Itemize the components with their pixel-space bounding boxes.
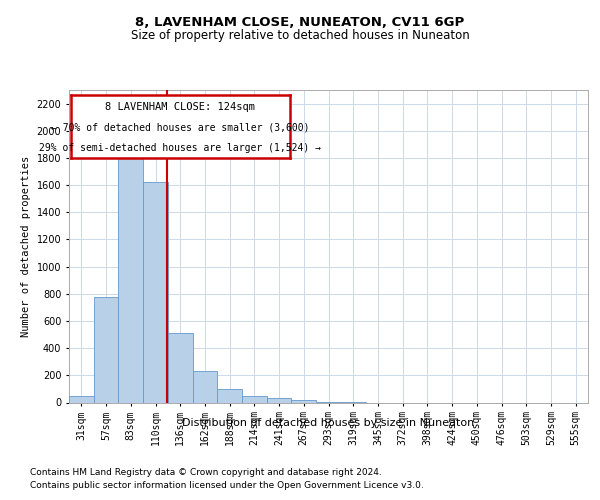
Text: 8 LAVENHAM CLOSE: 124sqm: 8 LAVENHAM CLOSE: 124sqm — [106, 102, 256, 113]
Text: 8, LAVENHAM CLOSE, NUNEATON, CV11 6GP: 8, LAVENHAM CLOSE, NUNEATON, CV11 6GP — [136, 16, 464, 29]
Bar — [168, 333, 193, 402]
Bar — [94, 296, 118, 403]
Text: Contains HM Land Registry data © Crown copyright and database right 2024.: Contains HM Land Registry data © Crown c… — [30, 468, 382, 477]
Text: ← 70% of detached houses are smaller (3,600): ← 70% of detached houses are smaller (3,… — [51, 122, 310, 132]
Bar — [69, 396, 94, 402]
Text: Distribution of detached houses by size in Nuneaton: Distribution of detached houses by size … — [182, 418, 475, 428]
Bar — [242, 396, 267, 402]
Bar — [267, 398, 292, 402]
Bar — [118, 158, 143, 402]
Text: Contains public sector information licensed under the Open Government Licence v3: Contains public sector information licen… — [30, 480, 424, 490]
Bar — [143, 182, 168, 402]
Bar — [193, 371, 217, 402]
Text: 29% of semi-detached houses are larger (1,524) →: 29% of semi-detached houses are larger (… — [40, 143, 322, 153]
Bar — [292, 400, 316, 402]
Bar — [217, 389, 242, 402]
Y-axis label: Number of detached properties: Number of detached properties — [21, 156, 31, 337]
Text: Size of property relative to detached houses in Nuneaton: Size of property relative to detached ho… — [131, 28, 469, 42]
